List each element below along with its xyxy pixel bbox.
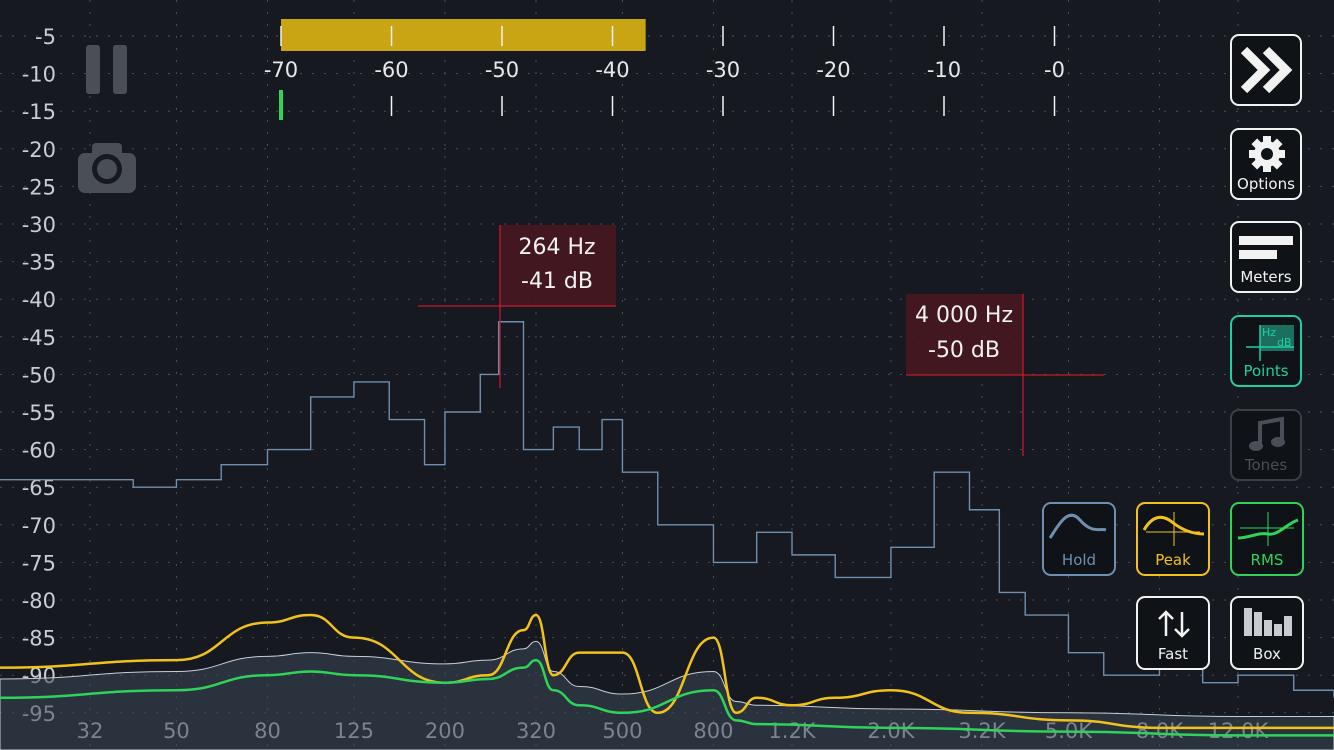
hold-label: Hold: [1061, 551, 1097, 569]
db-axis-label: -70: [22, 514, 56, 538]
pause-icon[interactable]: [86, 45, 127, 94]
db-axis-label: -15: [22, 100, 56, 124]
db-axis-label: -60: [22, 439, 56, 463]
points-db-label: dB: [1277, 336, 1292, 349]
db-axis-label: -80: [22, 589, 56, 613]
fast-button[interactable]: Fast: [1136, 596, 1210, 670]
db-axis-label: -30: [22, 213, 56, 237]
rms-curve-icon: [1237, 512, 1299, 546]
points-button[interactable]: Hz dB Points: [1230, 315, 1302, 387]
level-meter-bar: [281, 19, 646, 51]
box-button[interactable]: Box: [1230, 596, 1304, 670]
meter-scale-label: -30: [706, 58, 740, 82]
rms-label: RMS: [1250, 551, 1284, 569]
meters-bars-icon: [1239, 236, 1293, 259]
db-axis-label: -25: [22, 175, 56, 199]
peak-curve-icon: [1142, 512, 1205, 546]
db-axis-label: -35: [22, 251, 56, 275]
db-axis-label: -50: [22, 363, 56, 387]
gear-icon: [1249, 136, 1285, 172]
meter-scale-label: -0: [1044, 58, 1065, 82]
meter-scale-label: -60: [374, 58, 408, 82]
points-hz-label: Hz: [1262, 326, 1276, 339]
db-axis-label: -5: [35, 25, 56, 49]
options-label: Options: [1237, 175, 1295, 193]
marker-freq-label: 4 000 Hz: [915, 303, 1013, 328]
up-down-arrows-icon: [1158, 610, 1190, 638]
forward-button[interactable]: [1230, 34, 1302, 106]
db-axis-label: -40: [22, 288, 56, 312]
double-chevron-right-icon: [1240, 46, 1293, 94]
options-button[interactable]: Options: [1230, 128, 1302, 200]
db-axis-label: -85: [22, 627, 56, 651]
fast-label: Fast: [1157, 645, 1189, 663]
meters-label: Meters: [1240, 268, 1292, 286]
marker-freq-label: 264 Hz: [518, 235, 595, 260]
box-label: Box: [1253, 645, 1281, 663]
rms-button[interactable]: RMS: [1230, 502, 1304, 576]
peak-curve: [0, 613, 1334, 730]
spectrum-fill: [0, 640, 1334, 750]
rms-curve: [0, 658, 1334, 737]
tones-button[interactable]: Tones: [1230, 409, 1302, 481]
db-axis-label: -75: [22, 551, 56, 575]
rms-marker: [279, 90, 283, 120]
hold-curve: [0, 321, 1334, 698]
meter-scale-label: -40: [595, 58, 629, 82]
camera-icon[interactable]: [78, 143, 136, 193]
db-axis-label: -20: [22, 138, 56, 162]
db-axis-label: -10: [22, 63, 56, 87]
peak-button[interactable]: Peak: [1136, 502, 1210, 576]
marker-4000hz[interactable]: 4 000 Hz -50 dB: [906, 294, 1104, 456]
peak-label: Peak: [1155, 551, 1191, 569]
db-axis-label: -45: [22, 326, 56, 350]
db-axis-label: -55: [22, 401, 56, 425]
meters-button[interactable]: Meters: [1230, 221, 1302, 293]
meter-scale-label: -70: [264, 58, 298, 82]
meter-scale-label: -10: [927, 58, 961, 82]
marker-264hz[interactable]: 264 Hz -41 dB: [418, 225, 616, 388]
points-label: Points: [1243, 362, 1289, 380]
marker-level-label: -50 dB: [928, 338, 1000, 363]
hold-curve-icon: [1048, 513, 1107, 539]
box-bars-icon: [1244, 608, 1292, 636]
hold-button[interactable]: Hold: [1042, 502, 1116, 576]
marker-level-label: -41 dB: [521, 269, 593, 294]
music-note-icon: [1249, 416, 1285, 451]
points-crosshair-icon: Hz dB: [1246, 325, 1294, 361]
meter-scale-label: -50: [485, 58, 519, 82]
meter-scale-label: -20: [816, 58, 850, 82]
tones-label: Tones: [1244, 456, 1288, 474]
